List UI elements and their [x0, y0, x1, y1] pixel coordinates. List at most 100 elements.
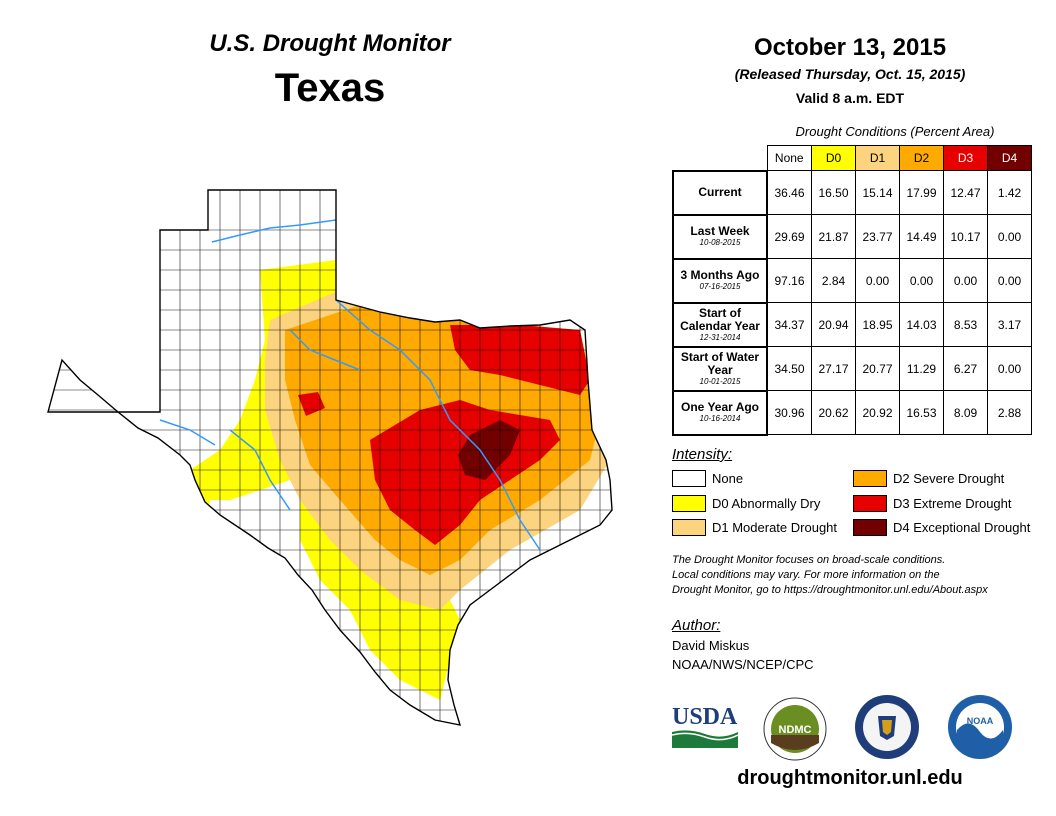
texas-drought-map [47, 189, 613, 726]
cell: 18.95 [855, 302, 900, 347]
noaa-logo-text: NOAA [967, 716, 994, 726]
cell: 21.87 [811, 214, 856, 259]
cell: 0.00 [943, 258, 988, 303]
author-org: NOAA/NWS/NCEP/CPC [672, 657, 814, 672]
cell: 2.84 [811, 258, 856, 303]
col-none: None [766, 145, 812, 171]
note-line: Local conditions may vary. For more info… [672, 569, 940, 581]
col-d3: D3 [943, 145, 988, 171]
row-label-date: 10-01-2015 [699, 376, 741, 386]
table-row: Start of Calendar Year 12-31-2014 34.37 2… [672, 301, 1032, 348]
cell: 20.92 [855, 390, 900, 435]
col-d1: D1 [855, 145, 900, 171]
row-label-date: 10-08-2015 [699, 238, 741, 247]
cell: 8.53 [943, 302, 988, 347]
cell: 20.77 [855, 346, 900, 391]
col-d4: D4 [987, 145, 1032, 171]
legend-item-d1: D1 Moderate Drought [672, 519, 837, 536]
cell: 0.00 [987, 346, 1032, 391]
table-header-row: None D0 D1 D2 D3 D4 [673, 145, 1032, 171]
cell: 11.29 [899, 346, 944, 391]
legend-swatch [853, 470, 887, 487]
cell: 10.17 [943, 214, 988, 259]
row-label: Start of Water Year 10-01-2015 [672, 345, 768, 392]
rivers [159, 219, 541, 551]
row-label-text: Start of Calendar Year [680, 305, 760, 333]
legend-swatch [853, 495, 887, 512]
row-label: Current [672, 169, 768, 216]
release-date: (Released Thursday, Oct. 15, 2015) [734, 66, 966, 82]
valid-time: Valid 8 a.m. EDT [795, 90, 905, 106]
cell: 30.96 [766, 390, 812, 435]
cell: 6.27 [943, 346, 988, 391]
cell: 29.69 [766, 214, 812, 259]
noaa-logo: NOAA [948, 695, 1012, 759]
legend-label: D2 Severe Drought [893, 471, 1005, 486]
usda-logo: USDA [672, 704, 738, 748]
row-label: Start of Calendar Year 12-31-2014 [672, 301, 768, 348]
table-row: Current 36.46 16.50 15.14 17.99 12.47 1.… [672, 169, 1032, 216]
cell: 15.14 [855, 170, 900, 215]
legend-swatch [672, 519, 706, 536]
cell: 34.50 [766, 346, 812, 391]
legend-label: D4 Exceptional Drought [893, 520, 1031, 535]
row-label: One Year Ago 10-16-2014 [672, 389, 768, 436]
cell: 0.00 [987, 258, 1032, 303]
col-d0: D0 [811, 145, 856, 171]
cell: 23.77 [855, 214, 900, 259]
legend-item-d0: D0 Abnormally Dry [672, 495, 820, 512]
cell: 97.16 [766, 258, 812, 303]
legend-swatch [672, 470, 706, 487]
state-title: Texas [274, 66, 386, 110]
cell: 20.94 [811, 302, 856, 347]
cell: 12.47 [943, 170, 988, 215]
cell: 2.88 [987, 390, 1032, 435]
cell: 14.03 [899, 302, 944, 347]
col-d2: D2 [899, 145, 944, 171]
row-label-text: 3 Months Ago [680, 268, 760, 282]
note-line: Drought Monitor, go to https://droughtmo… [672, 584, 988, 596]
website-url[interactable]: droughtmonitor.unl.edu [737, 767, 963, 789]
legend-swatch [853, 519, 887, 536]
ndmc-logo: NDMC [763, 697, 827, 761]
cell: 36.46 [766, 170, 812, 215]
table-row: Last Week 10-08-2015 29.69 21.87 23.77 14… [672, 213, 1032, 260]
cell: 16.50 [811, 170, 856, 215]
row-label-text: Last Week [690, 224, 750, 238]
legend-item-d3: D3 Extreme Drought [853, 495, 1012, 512]
legend-title: Intensity: [672, 446, 733, 463]
cell: 20.62 [811, 390, 856, 435]
cell: 0.00 [987, 214, 1032, 259]
table-row: Start of Water Year 10-01-2015 34.50 27.1… [672, 345, 1032, 392]
row-label: Last Week 10-08-2015 [672, 213, 768, 260]
author-title: Author: [672, 617, 721, 634]
cell: 1.42 [987, 170, 1032, 215]
cell: 27.17 [811, 346, 856, 391]
report-date: October 13, 2015 [753, 34, 947, 61]
usda-logo-text: USDA [672, 704, 738, 730]
ndmc-logo-text: NDMC [779, 724, 812, 736]
disclaimer-note: The Drought Monitor focuses on broad-sca… [672, 553, 1042, 598]
cell: 0.00 [855, 258, 900, 303]
table-row: 3 Months Ago 07-16-2015 97.16 2.84 0.00 0… [672, 257, 1032, 304]
cell: 0.00 [899, 258, 944, 303]
row-label-text: Start of Water Year [680, 349, 760, 377]
legend-label: None [712, 471, 744, 486]
drought-conditions-table: None D0 D1 D2 D3 D4 Current 36.46 16.50 … [672, 145, 1032, 436]
legend-label: D1 Moderate Drought [712, 520, 838, 535]
cell: 3.17 [987, 302, 1032, 347]
cell: 14.49 [899, 214, 944, 259]
monitor-title: U.S. Drought Monitor [209, 30, 451, 57]
row-label-date: 12-31-2014 [699, 332, 741, 342]
row-label-date: 10-16-2014 [699, 414, 741, 423]
note-line: The Drought Monitor focuses on broad-sca… [672, 554, 946, 566]
cell: 17.99 [899, 170, 944, 215]
legend-swatch [672, 495, 706, 512]
legend-item-d4: D4 Exceptional Drought [853, 519, 1030, 536]
legend-item-none: None [672, 470, 743, 487]
cell: 8.09 [943, 390, 988, 435]
table-caption: Drought Conditions (Percent Area) [795, 124, 995, 139]
cell: 34.37 [766, 302, 812, 347]
row-label-text: One Year Ago [680, 400, 760, 414]
author-name: David Miskus [672, 638, 750, 653]
